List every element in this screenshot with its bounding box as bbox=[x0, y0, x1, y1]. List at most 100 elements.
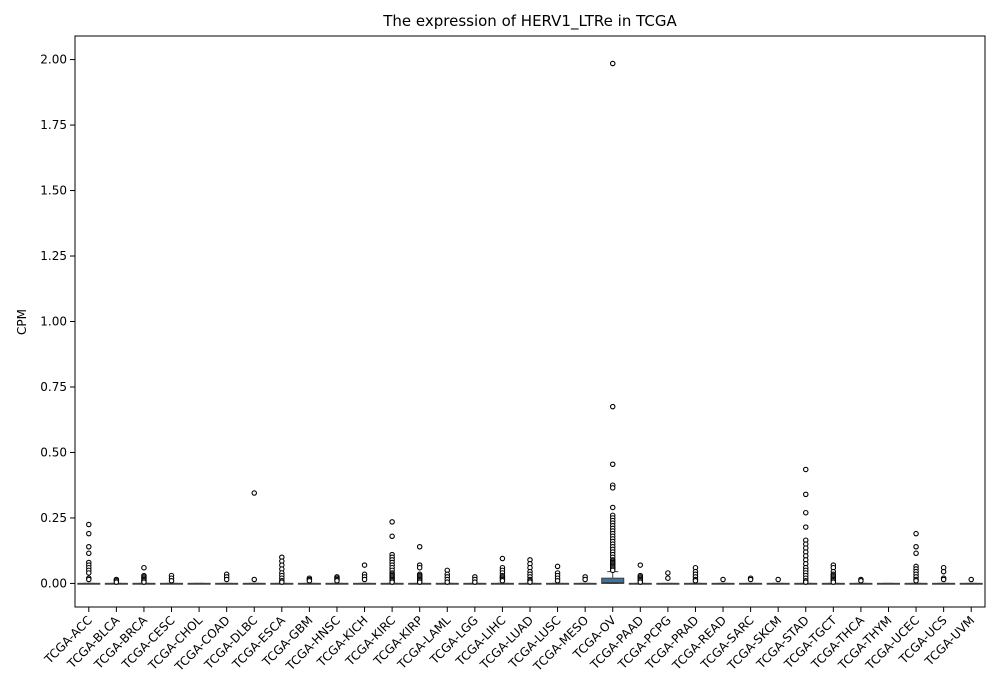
outlier-point bbox=[582, 576, 588, 583]
outlier-point bbox=[86, 521, 92, 528]
outlier-point bbox=[499, 555, 506, 562]
outlier-point bbox=[389, 533, 395, 540]
outlier-point bbox=[416, 544, 423, 550]
outlier-point bbox=[803, 524, 809, 530]
outlier-point bbox=[609, 567, 616, 574]
y-tick-label: 1.00 bbox=[40, 315, 67, 329]
outlier-point bbox=[940, 576, 947, 583]
outlier-point bbox=[251, 490, 257, 496]
box-group-tcga-lgg bbox=[463, 574, 487, 585]
box-group-tcga-brca bbox=[132, 564, 156, 585]
box-group-tcga-pcpg bbox=[656, 570, 680, 585]
box-group-tcga-sarc bbox=[739, 575, 763, 585]
box-group-tcga-gbm bbox=[297, 575, 321, 585]
box-group-tcga-cesc bbox=[159, 572, 184, 585]
outlier-point bbox=[830, 579, 837, 585]
outlier-point bbox=[279, 579, 285, 585]
box-group-tcga-coad bbox=[215, 571, 239, 585]
outlier-point bbox=[306, 578, 313, 584]
box-group-tcga-read bbox=[711, 576, 735, 585]
box-group-tcga-hnsc bbox=[325, 574, 349, 585]
outlier-point bbox=[554, 563, 561, 570]
outlier-point bbox=[858, 578, 864, 584]
outlier-point bbox=[968, 576, 974, 583]
outlier-point bbox=[637, 562, 644, 568]
box-group-tcga-thca bbox=[849, 576, 873, 585]
y-axis-label: CPM bbox=[15, 309, 29, 335]
y-tick-label: 1.50 bbox=[40, 184, 67, 198]
box-group-tcga-tgct bbox=[821, 562, 845, 585]
box-group-tcga-chol bbox=[187, 582, 211, 585]
outlier-point bbox=[803, 579, 809, 585]
outlier-point bbox=[141, 564, 147, 571]
outlier-point bbox=[361, 562, 368, 568]
outlier-point bbox=[472, 579, 478, 585]
y-tick-label: 0.50 bbox=[40, 445, 67, 459]
box-group-tcga-ov bbox=[601, 60, 625, 584]
outlier-point bbox=[665, 570, 671, 576]
outlier-point bbox=[168, 578, 175, 584]
outlier-point bbox=[86, 576, 92, 583]
box-group-tcga-luad bbox=[518, 557, 542, 585]
outlier-point bbox=[416, 564, 423, 571]
y-tick-label: 0.25 bbox=[40, 511, 67, 525]
outlier-point bbox=[86, 544, 92, 550]
box-group-tcga-kich bbox=[353, 562, 377, 585]
outlier-point bbox=[141, 579, 147, 585]
box-group-tcga-stad bbox=[794, 466, 818, 585]
outlier-point bbox=[609, 485, 616, 491]
outlier-point bbox=[499, 578, 506, 584]
outlier-point bbox=[913, 578, 919, 584]
y-tick-label: 0.75 bbox=[40, 380, 67, 394]
box-group-tcga-lihc bbox=[490, 555, 514, 585]
plot-area: 0.000.250.500.751.001.251.501.752.00TCGA… bbox=[40, 53, 983, 674]
box-group-tcga-skcm bbox=[766, 576, 790, 585]
outlier-point bbox=[416, 579, 423, 585]
box-group-tcga-meso bbox=[573, 574, 597, 585]
y-tick-label: 2.00 bbox=[40, 53, 67, 67]
outlier-point bbox=[527, 579, 533, 585]
outlier-point bbox=[609, 60, 616, 67]
box-group-tcga-kirc bbox=[380, 519, 404, 585]
outlier-point bbox=[775, 576, 781, 583]
outlier-point bbox=[913, 550, 919, 557]
box-group-tcga-thym bbox=[876, 582, 901, 585]
outlier-point bbox=[747, 576, 754, 583]
box-group-tcga-acc bbox=[77, 521, 101, 585]
outlier-point bbox=[334, 578, 340, 584]
outlier-point bbox=[86, 530, 92, 537]
box-group-tcga-ucec bbox=[904, 530, 928, 585]
box-group-tcga-paad bbox=[628, 562, 652, 585]
y-tick-label: 1.75 bbox=[40, 118, 67, 132]
outlier-point bbox=[389, 519, 395, 525]
box-group-tcga-esca bbox=[270, 554, 294, 585]
outlier-point bbox=[609, 403, 616, 410]
outlier-point bbox=[86, 570, 92, 576]
box-group-tcga-blca bbox=[104, 576, 128, 585]
outlier-point bbox=[609, 504, 616, 511]
box-group-tcga-laml bbox=[435, 567, 459, 585]
box-iqr bbox=[601, 577, 625, 584]
outlier-point bbox=[637, 579, 644, 585]
outlier-point bbox=[223, 576, 230, 583]
outlier-point bbox=[86, 550, 92, 557]
outlier-point bbox=[609, 461, 616, 467]
outlier-point bbox=[803, 491, 809, 498]
outlier-point bbox=[113, 579, 120, 585]
outlier-point bbox=[692, 578, 699, 584]
outlier-point bbox=[913, 544, 919, 550]
outlier-point bbox=[720, 576, 726, 583]
outlier-point bbox=[554, 578, 561, 584]
outlier-point bbox=[665, 575, 671, 581]
outlier-point bbox=[803, 466, 809, 473]
plot-frame bbox=[74, 35, 986, 608]
box-group-tcga-uvm bbox=[959, 576, 983, 585]
outlier-point bbox=[803, 509, 809, 516]
outlier-point bbox=[444, 579, 451, 585]
outlier-point bbox=[913, 530, 919, 537]
chart-title: The expression of HERV1_LTRe in TCGA bbox=[382, 12, 677, 31]
y-tick-label: 0.00 bbox=[40, 576, 67, 590]
y-tick-label: 1.25 bbox=[40, 249, 67, 263]
outlier-point bbox=[389, 579, 395, 585]
